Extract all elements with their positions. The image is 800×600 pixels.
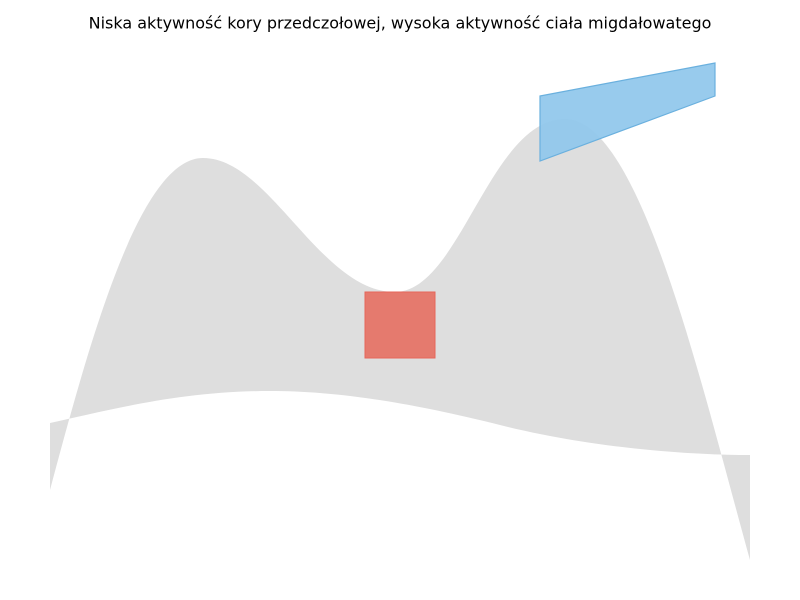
amygdala-marker bbox=[539, 62, 716, 162]
prefrontal-cortex-marker bbox=[364, 291, 436, 359]
title: Niska aktywność kory przedczołowej, wyso… bbox=[89, 14, 712, 33]
